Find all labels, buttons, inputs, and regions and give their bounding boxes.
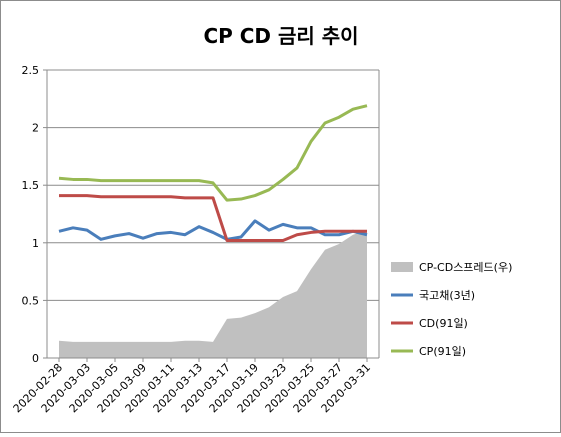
series-line [59, 194, 367, 242]
legend-label: CP-CD스프레드(우) [419, 261, 512, 274]
series-area-spread [59, 230, 367, 358]
legend-label: CP(91일) [419, 344, 466, 358]
legend-label: CD(91일) [419, 316, 468, 330]
series-line [58, 219, 368, 241]
series-line [58, 104, 368, 202]
plot-area: 00.511.522.52020-02-282020-03-032020-03-… [11, 64, 380, 415]
legend-label: 국고채(3년) [419, 289, 475, 302]
y-tick-label: 0 [32, 352, 39, 365]
y-tick-label: 2.5 [22, 64, 40, 77]
legend-swatch [391, 262, 413, 272]
y-tick-label: 1.5 [22, 179, 40, 192]
legend: CP-CD스프레드(우) 국고채(3년) CD(91일) CP(91일) [391, 261, 512, 358]
y-tick-label: 0.5 [22, 294, 40, 307]
y-tick-label: 1 [32, 237, 39, 250]
chart-title: CP CD 금리 추이 [203, 24, 358, 48]
y-tick-label: 2 [32, 122, 39, 135]
